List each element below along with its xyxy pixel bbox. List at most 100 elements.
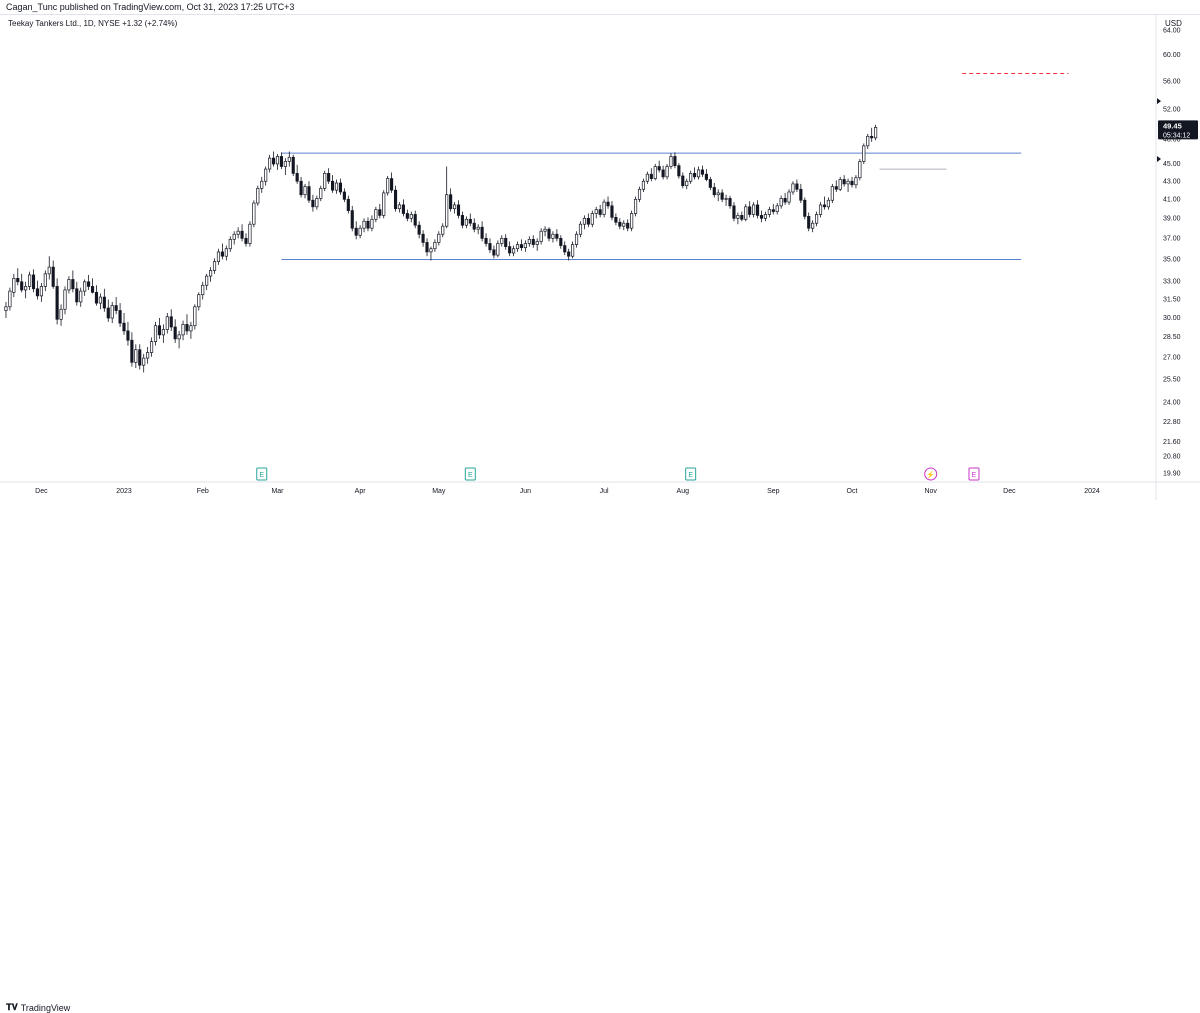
candle[interactable] [665,166,669,178]
candle[interactable] [354,227,358,236]
candle[interactable] [508,246,512,254]
candle[interactable] [771,209,775,212]
candle[interactable] [268,157,272,170]
candle[interactable] [390,178,394,191]
candle[interactable] [693,173,697,178]
candle[interactable] [830,186,834,201]
candle[interactable] [224,248,228,257]
candle[interactable] [220,251,224,257]
candle[interactable] [779,198,783,207]
candle[interactable] [547,228,551,239]
candle[interactable] [681,175,685,187]
candle[interactable] [83,281,87,292]
candle[interactable] [362,220,366,229]
candle[interactable] [571,244,575,257]
candle[interactable] [531,239,535,245]
candle[interactable] [807,216,811,229]
candle[interactable] [567,251,571,257]
candle[interactable] [146,352,150,359]
candle[interactable] [87,281,91,287]
price-chart[interactable]: 64.00 60.00 56.00 52.00 48.00 45.00 43.00 41.00… [0,14,1200,500]
candle[interactable] [12,278,16,293]
candle[interactable] [63,289,67,310]
candle[interactable] [106,307,110,319]
candle[interactable] [720,192,724,200]
candle[interactable] [811,222,815,229]
candle[interactable] [673,156,677,167]
candle[interactable] [752,204,756,215]
candle[interactable] [484,237,488,244]
tradingview-brand[interactable]: 𝐓𝐕 TradingView [6,1002,70,1013]
candle[interactable] [59,308,63,320]
candle[interactable] [110,305,114,319]
candle[interactable] [39,286,43,297]
candle[interactable] [299,180,303,196]
candle[interactable] [283,161,287,167]
candle[interactable] [744,206,748,220]
candle[interactable] [279,156,283,167]
candle[interactable] [303,186,307,196]
candle[interactable] [165,316,169,330]
candle[interactable] [142,357,146,366]
candle[interactable] [370,218,374,229]
candle[interactable] [149,341,154,353]
candle[interactable] [55,286,59,320]
candle[interactable] [319,188,323,199]
candle[interactable] [728,198,732,207]
candle[interactable] [271,157,276,165]
candle[interactable] [346,198,350,211]
candle[interactable] [433,242,437,250]
candle[interactable] [71,279,75,290]
candle[interactable] [586,217,590,225]
candle[interactable] [740,215,744,220]
candle[interactable] [240,230,244,239]
candle[interactable] [854,177,858,186]
candle[interactable] [870,135,874,139]
candle[interactable] [504,237,508,247]
candle[interactable] [535,241,539,245]
candle[interactable] [401,204,405,214]
earnings-icon[interactable] [256,467,268,481]
candle[interactable] [374,209,378,220]
candle[interactable] [417,224,421,235]
candle[interactable] [256,188,260,204]
candle[interactable] [169,316,173,328]
candle[interactable] [311,199,315,208]
candle[interactable] [582,217,586,225]
candle[interactable] [75,288,79,303]
candle[interactable] [291,156,295,174]
candle[interactable] [421,233,425,243]
candle[interactable] [327,173,331,182]
candle[interactable] [630,213,634,229]
candle[interactable] [28,274,32,287]
currency-label[interactable]: USD [1165,19,1182,28]
candle[interactable] [787,191,791,203]
candle[interactable] [4,306,8,311]
candle[interactable] [315,198,319,208]
candle[interactable] [20,281,24,291]
candle[interactable] [90,286,95,293]
candle[interactable] [866,135,870,147]
candle[interactable] [425,242,429,253]
candle[interactable] [574,233,579,245]
candle[interactable] [437,233,441,243]
candle[interactable] [51,266,55,287]
candle[interactable] [350,210,354,229]
candle[interactable] [649,173,653,179]
candle[interactable] [500,237,504,244]
candle[interactable] [118,310,122,324]
candle[interactable] [153,325,158,342]
candle[interactable] [874,127,878,139]
candle[interactable] [441,225,445,235]
candle[interactable] [134,349,138,363]
candle[interactable] [228,239,232,250]
candle[interactable] [614,216,618,223]
candle[interactable] [594,209,598,214]
candle[interactable] [677,165,681,177]
candle[interactable] [287,156,291,162]
candle[interactable] [476,226,480,230]
candle[interactable] [696,169,701,178]
candle[interactable] [358,227,362,236]
candle[interactable] [31,274,36,290]
candle[interactable] [610,205,614,218]
